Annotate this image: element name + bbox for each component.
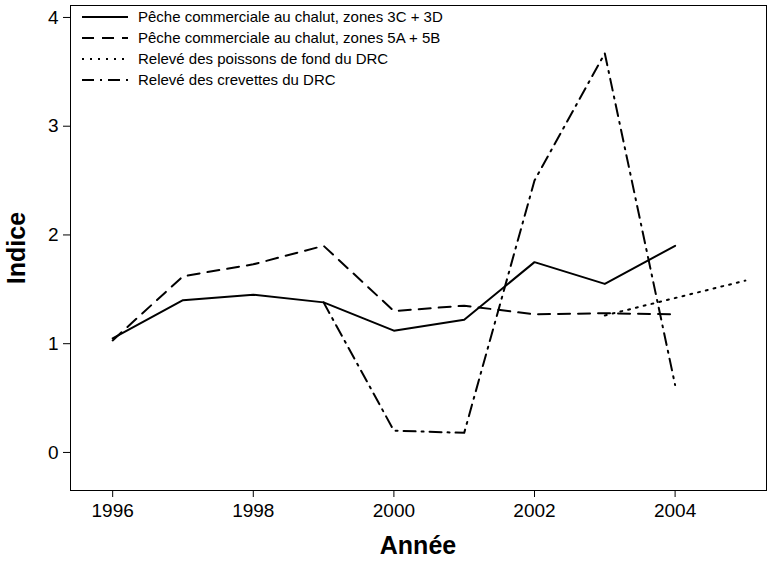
html-text:Année: Année: [379, 531, 457, 559]
html-text:Relevé des poissons de fond du: Relevé des poissons de fond du DRC: [138, 50, 389, 67]
html-text:Indice: Indice: [1, 211, 30, 284]
svg-text:1: 1: [48, 333, 59, 354]
svg-text:1996: 1996: [92, 500, 134, 521]
svg-text:2000: 2000: [373, 500, 415, 521]
svg-text:0: 0: [48, 442, 59, 463]
svg-text:3: 3: [48, 115, 59, 136]
html-text:Pêche commerciale au chalut, z: Pêche commerciale au chalut, zones 3C + …: [138, 8, 443, 25]
html-text:Relevé des crevettes du DRC: Relevé des crevettes du DRC: [138, 71, 336, 88]
svg-text:1998: 1998: [232, 500, 274, 521]
svg-text:2002: 2002: [513, 500, 555, 521]
svg-text:2004: 2004: [654, 500, 697, 521]
svg-text:4: 4: [48, 7, 59, 28]
svg-text:2: 2: [48, 224, 59, 245]
html-text:Pêche commerciale au chalut, z: Pêche commerciale au chalut, zones 5A + …: [138, 29, 441, 46]
